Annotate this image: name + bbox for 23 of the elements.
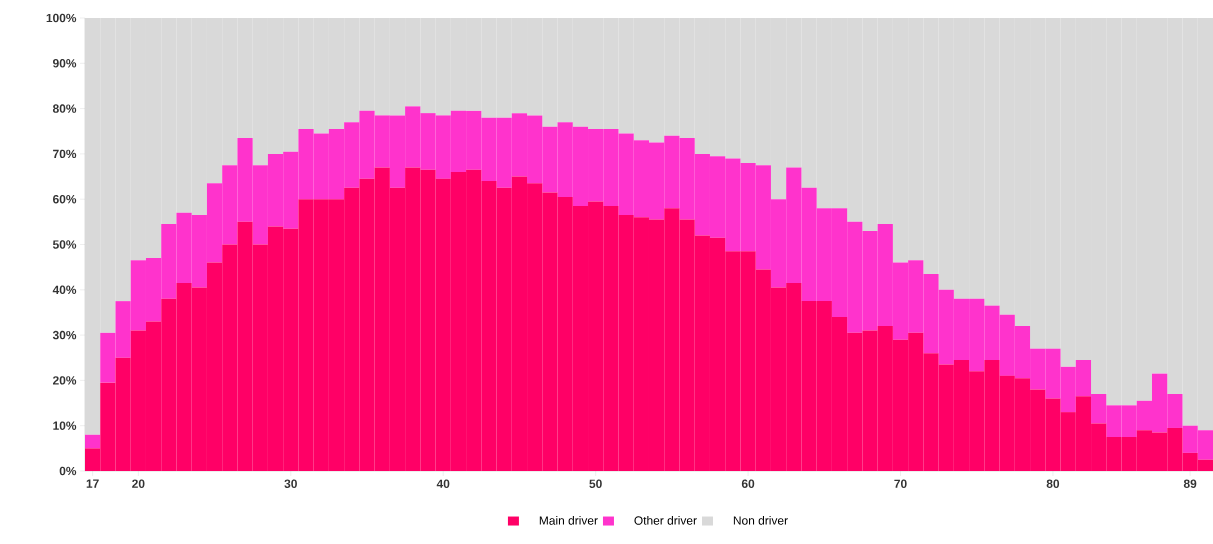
x-tick-label: 20 [132,479,145,488]
x-tick-label: 80 [1046,479,1060,488]
x-tick-label: 50 [589,479,602,488]
y-tick-label: 80% [52,104,77,113]
y-tick-label: 40% [52,285,77,295]
legend-label: Non driver [733,515,788,525]
y-tick-label: 30% [52,330,77,340]
y-tick-label: 0% [59,466,77,476]
x-tick-label: 40 [436,479,450,488]
y-tick-label: 70% [53,149,77,159]
y-tick-label: 20% [52,376,77,385]
legend-label: Main driver [539,515,598,525]
x-tick-label: 17 [86,479,99,488]
y-tick-label: 60% [53,194,77,204]
x-tick-label: 60 [741,479,755,488]
x-tick-label: 30 [284,479,297,488]
y-tick-label: 100% [46,13,77,23]
y-tick-label: 10% [53,421,77,430]
x-tick-label: 89 [1183,479,1197,488]
y-tick-label: 90% [52,59,77,68]
legend-label: Other driver [634,515,697,525]
y-tick-label: 50% [52,240,77,249]
x-tick-label: 70 [894,479,907,488]
